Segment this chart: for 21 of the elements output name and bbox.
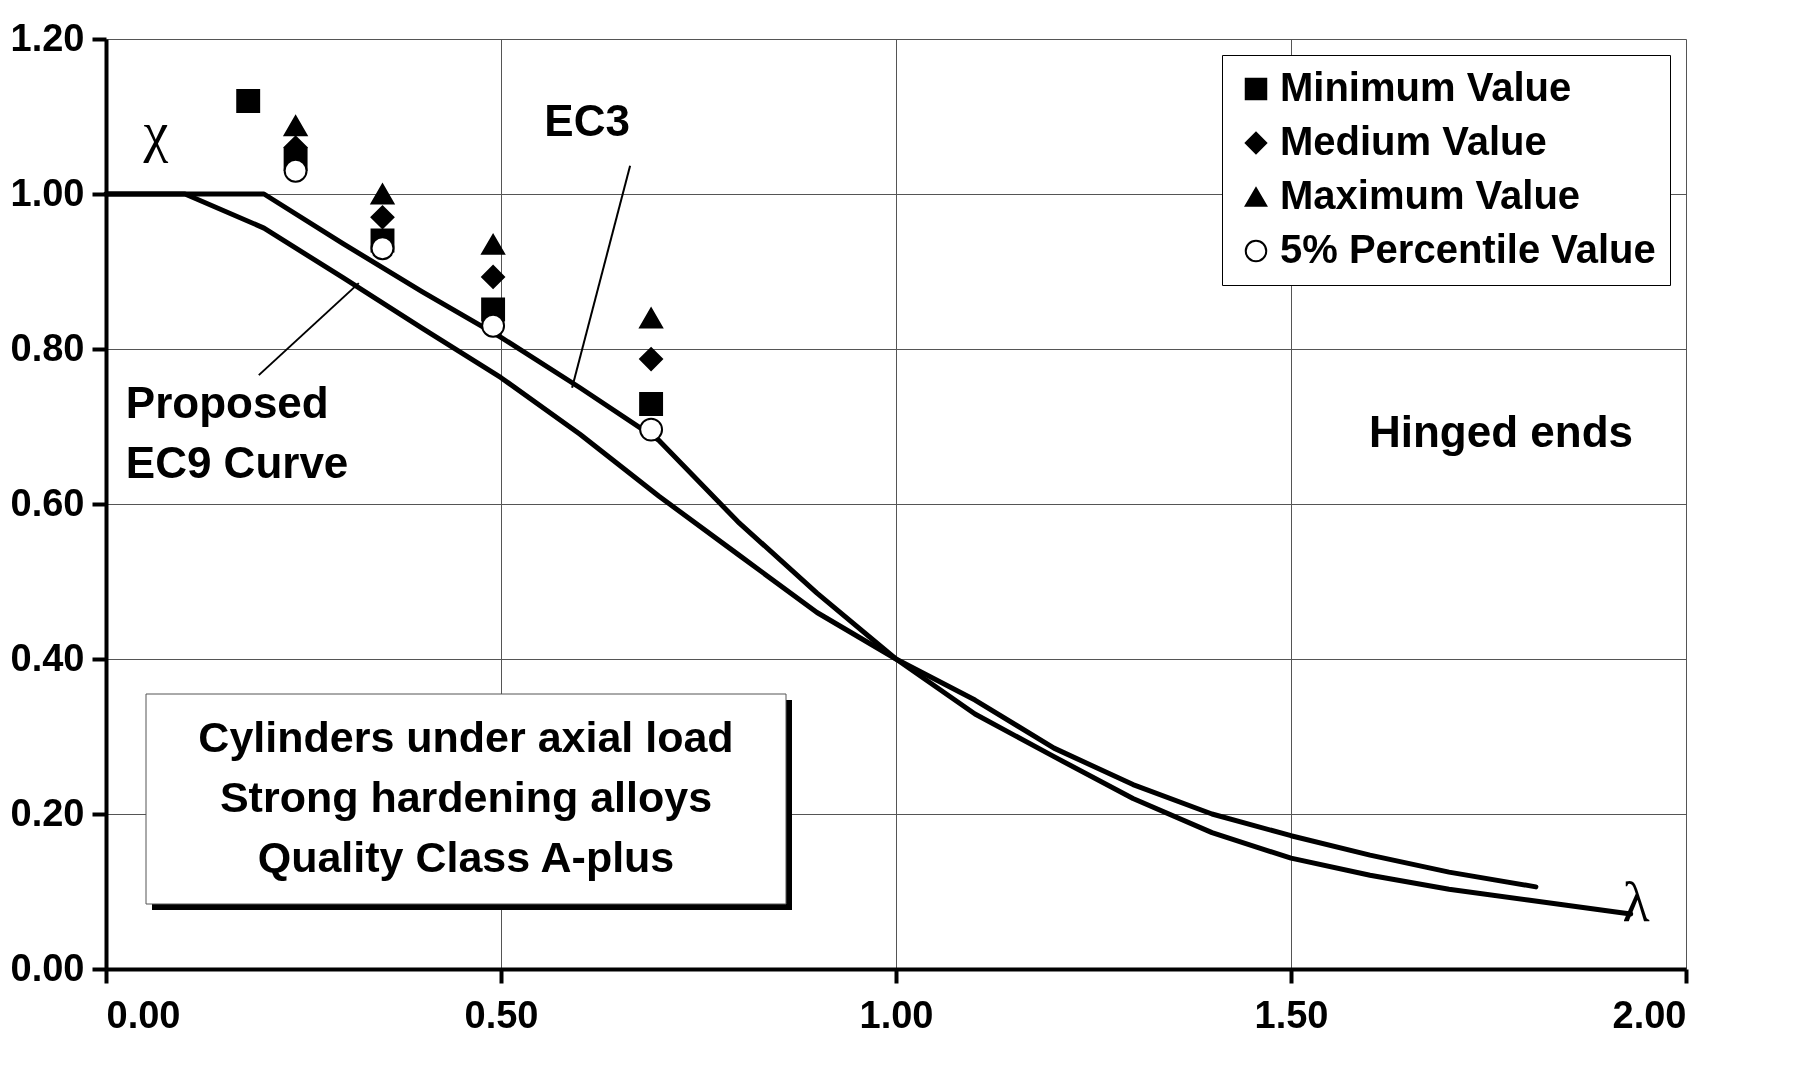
- y-axis-title: χ: [142, 101, 169, 163]
- x-tick-label: 0.50: [464, 993, 539, 1036]
- legend-label: Maximum Value: [1280, 173, 1581, 217]
- legend-label: Minimum Value: [1280, 65, 1572, 109]
- x-tick-label: 1.50: [1254, 993, 1329, 1036]
- y-tick-label: 0.20: [10, 791, 85, 834]
- y-tick-label: 1.00: [10, 171, 85, 214]
- x-tick-label: 2.00: [1612, 993, 1687, 1036]
- annotation: EC3: [544, 95, 630, 145]
- y-tick-label: 0.40: [10, 636, 85, 679]
- legend-label: Medium Value: [1280, 119, 1547, 163]
- y-tick-label: 0.80: [10, 326, 85, 369]
- y-tick-label: 0.00: [10, 946, 85, 989]
- legend-label: 5% Percentile Value: [1280, 227, 1656, 271]
- y-tick-label: 0.60: [10, 481, 85, 524]
- x-tick-label: 1.00: [859, 993, 934, 1036]
- annotation: Hinged ends: [1368, 407, 1634, 456]
- annotation: Cylinders under axial load Strong hardening alloys Quality Class A-plus: [198, 713, 734, 881]
- annotation: Proposed EC9 Curve: [125, 378, 349, 487]
- y-tick-label: 1.20: [10, 16, 85, 59]
- x-tick-label: 0.00: [106, 993, 181, 1036]
